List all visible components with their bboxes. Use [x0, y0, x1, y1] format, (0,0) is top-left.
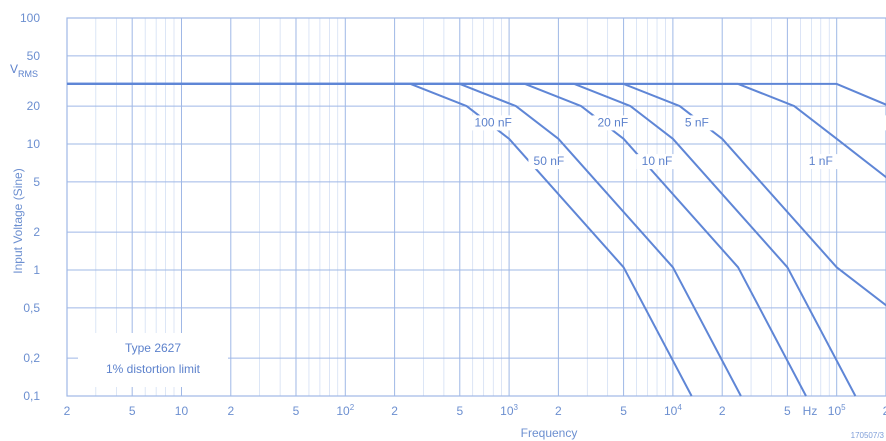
curve-label-bg — [636, 154, 678, 170]
x-tick-label: 2 — [883, 404, 886, 418]
curve-label-bg — [592, 115, 634, 131]
curve-label: 5 nF — [685, 115, 709, 129]
y-tick-label: 0,2 — [23, 351, 40, 365]
x-tick-label: 5 — [620, 404, 627, 418]
x-tick-label: 5 — [129, 404, 136, 418]
curve-label: 1 nF — [809, 154, 833, 168]
chart-note-line-2: 1% distortion limit — [106, 362, 201, 376]
chart-note-line-1: Type 2627 — [125, 341, 181, 355]
y-unit-label: VRMS — [10, 62, 38, 79]
x-tick-exponent: 3 — [514, 403, 519, 412]
y-tick-label: 100 — [20, 11, 40, 25]
y-tick-label: 0,1 — [23, 389, 40, 403]
x-tick-label: 5 — [456, 404, 463, 418]
x-tick-label: 2 — [719, 404, 726, 418]
series-line-unloaded — [67, 82, 886, 106]
x-tick-label: 2 — [391, 404, 398, 418]
x-axis-title: Frequency — [521, 426, 578, 440]
grid — [66, 17, 886, 397]
curve-label-bg — [528, 154, 570, 170]
tick-labels: 25102510225103251042510520,10,20,5125102… — [20, 11, 886, 418]
x-tick-label: 105 — [828, 403, 846, 418]
x-tick-label: 10 — [175, 404, 189, 418]
note-box — [78, 333, 228, 387]
y-unit-subscript: RMS — [18, 69, 38, 79]
x-unit-label: Hz — [803, 404, 818, 418]
x-tick-label: 104 — [664, 403, 682, 418]
curve-label: 20 nF — [598, 115, 629, 129]
x-tick-label: 102 — [336, 403, 354, 418]
y-tick-label: 2 — [33, 225, 40, 239]
curve-label-bg — [469, 115, 518, 131]
series-line-1-nf — [67, 82, 886, 179]
x-tick-label: 5 — [293, 404, 300, 418]
y-axis-title: Input Voltage (Sine) — [11, 168, 25, 273]
x-tick-label: 2 — [227, 404, 234, 418]
x-tick-label: 5 — [784, 404, 791, 418]
curve-label: 10 nF — [642, 154, 673, 168]
x-tick-exponent: 4 — [677, 403, 682, 412]
y-tick-label: 20 — [27, 99, 41, 113]
y-tick-label: 1 — [33, 263, 40, 277]
x-tick-exponent: 5 — [841, 403, 846, 412]
figure-code: 170507/3 — [851, 431, 885, 440]
x-tick-label: 103 — [500, 403, 518, 418]
y-tick-label: 5 — [33, 175, 40, 189]
y-tick-label: 50 — [27, 49, 41, 63]
curve-label: 50 nF — [534, 154, 565, 168]
curve-label-bg — [679, 115, 714, 131]
x-tick-label: 2 — [555, 404, 562, 418]
curve-label-bg — [883, 115, 886, 131]
y-tick-label: 0,5 — [23, 301, 40, 315]
y-tick-label: 10 — [27, 137, 41, 151]
curve-label-bg — [803, 154, 838, 170]
curve-label: 100 nF — [475, 115, 512, 129]
x-tick-label: 2 — [64, 404, 71, 418]
x-tick-exponent: 2 — [350, 403, 355, 412]
